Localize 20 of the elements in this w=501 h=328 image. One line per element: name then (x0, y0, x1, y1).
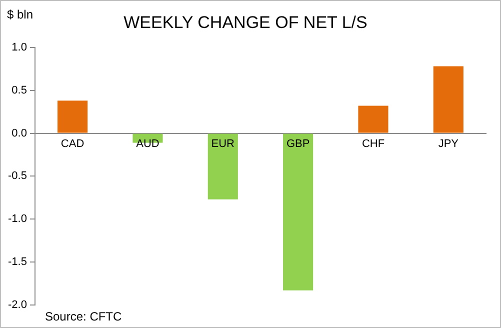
source-note: Source: CFTC (45, 309, 122, 324)
y-tick-label: -0.5 (8, 170, 27, 182)
x-tick-label: CAD (60, 138, 84, 150)
y-tick-label: 0.0 (12, 127, 27, 140)
bar (208, 134, 238, 200)
y-tick-label: -1.0 (8, 213, 27, 226)
y-tick-label: 1.0 (12, 41, 27, 54)
bar (358, 106, 388, 133)
y-tick-label: -2.0 (8, 299, 27, 312)
x-tick-label: CHF (362, 138, 385, 150)
y-tick-label: 0.5 (12, 84, 27, 96)
x-tick-label: GBP (286, 138, 310, 150)
y-axis-title: $ bln (7, 7, 34, 22)
bar (58, 100, 88, 133)
x-tick-label: EUR (211, 138, 235, 150)
chart-title: WEEKLY CHANGE OF NET L/S (124, 12, 368, 32)
y-tick-label: -1.5 (8, 256, 27, 268)
bar (283, 134, 314, 290)
x-tick-label: JPY (438, 138, 460, 150)
bar (433, 66, 464, 133)
